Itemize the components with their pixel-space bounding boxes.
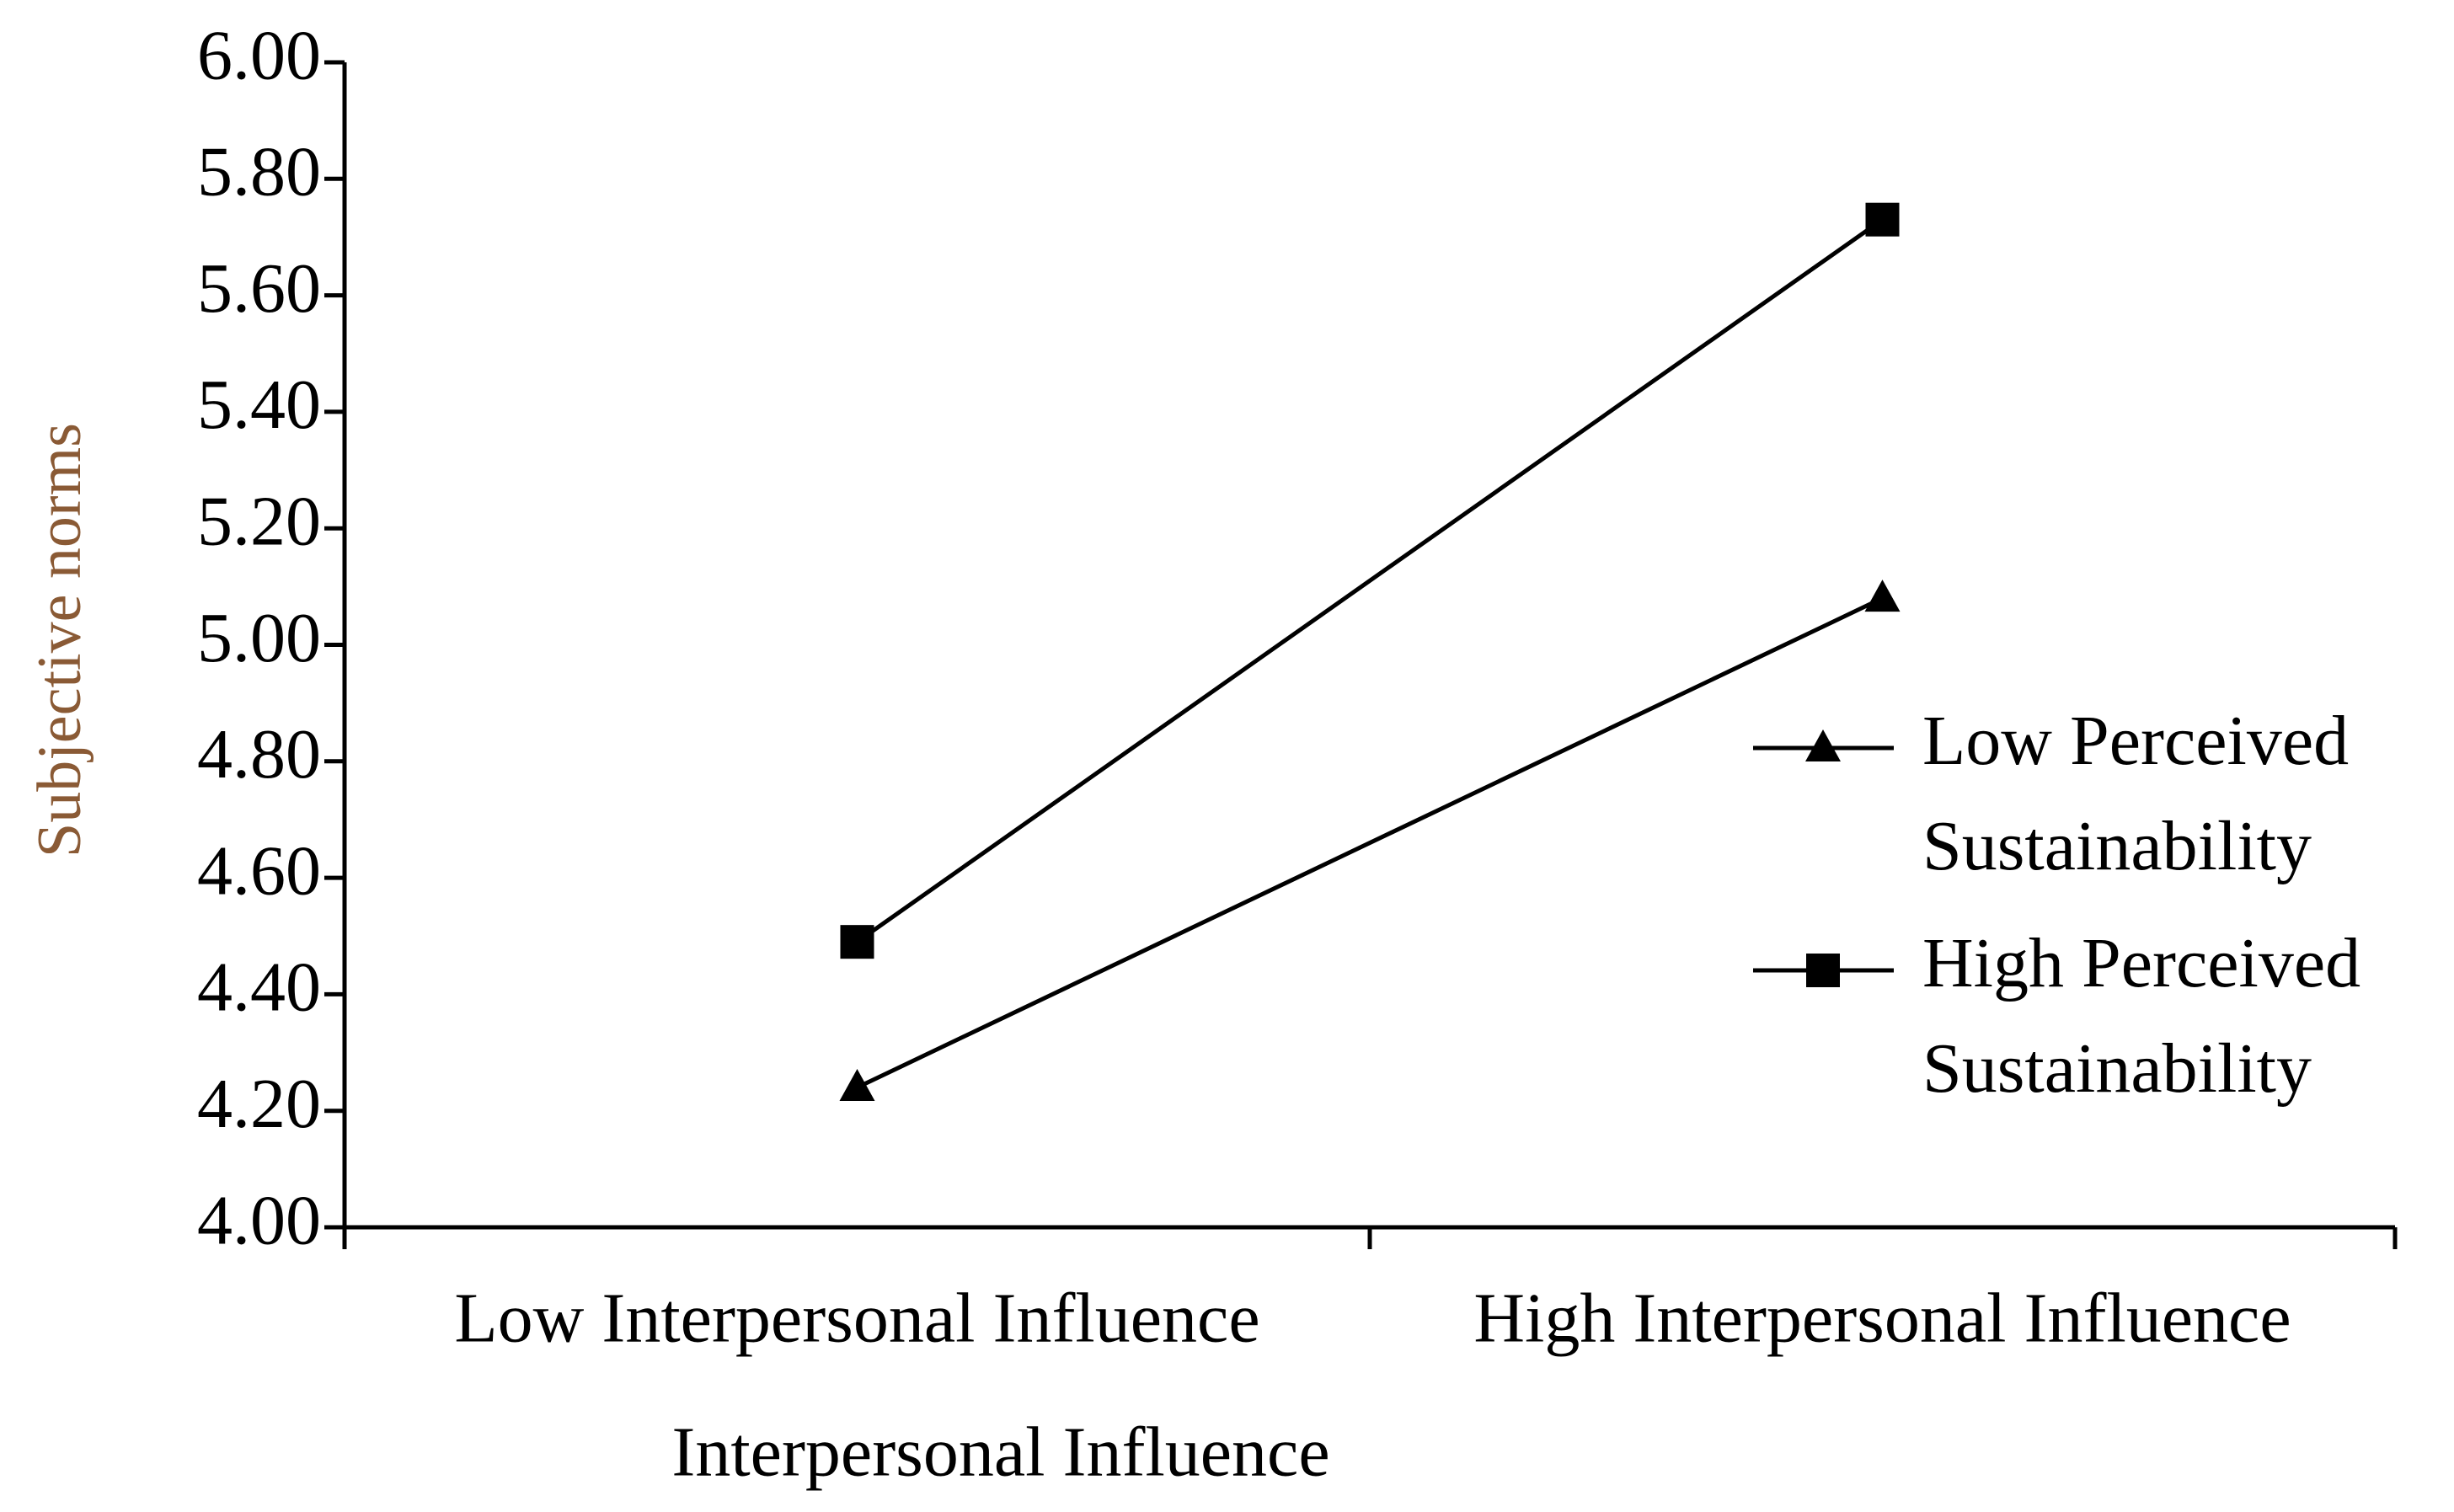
x-tick-label: Low Interpersonal Influence	[454, 1279, 1259, 1357]
y-tick-label: 4.80	[197, 715, 321, 793]
y-tick-label: 4.60	[197, 831, 321, 910]
y-tick-label: 4.00	[197, 1181, 321, 1259]
y-tick-label: 4.20	[197, 1065, 321, 1143]
marker	[1865, 202, 1900, 237]
y-tick-label: 6.00	[197, 16, 321, 94]
marker	[1864, 580, 1901, 612]
marker	[840, 925, 874, 959]
marker	[1805, 729, 1841, 761]
y-axis-title: Subjective norms	[25, 423, 94, 858]
legend-label: Low Perceived Sustainability	[1922, 702, 2349, 885]
y-tick-label: 4.40	[197, 948, 321, 1027]
y-tick-label: 5.00	[197, 599, 321, 677]
series-line	[856, 217, 1884, 944]
marker	[839, 1069, 875, 1102]
marker	[1806, 954, 1840, 987]
legend-label: High Perceived Sustainability	[1922, 924, 2360, 1108]
y-tick-label: 5.40	[197, 366, 321, 444]
series-line	[856, 596, 1884, 1090]
y-tick-label: 5.60	[197, 249, 321, 328]
y-tick-label: 5.20	[197, 482, 321, 560]
y-tick-label: 5.80	[197, 133, 321, 211]
x-axis-title: Interpersonal Influence	[671, 1413, 1329, 1491]
x-tick-label: High Interpersonal Influence	[1473, 1279, 2291, 1357]
